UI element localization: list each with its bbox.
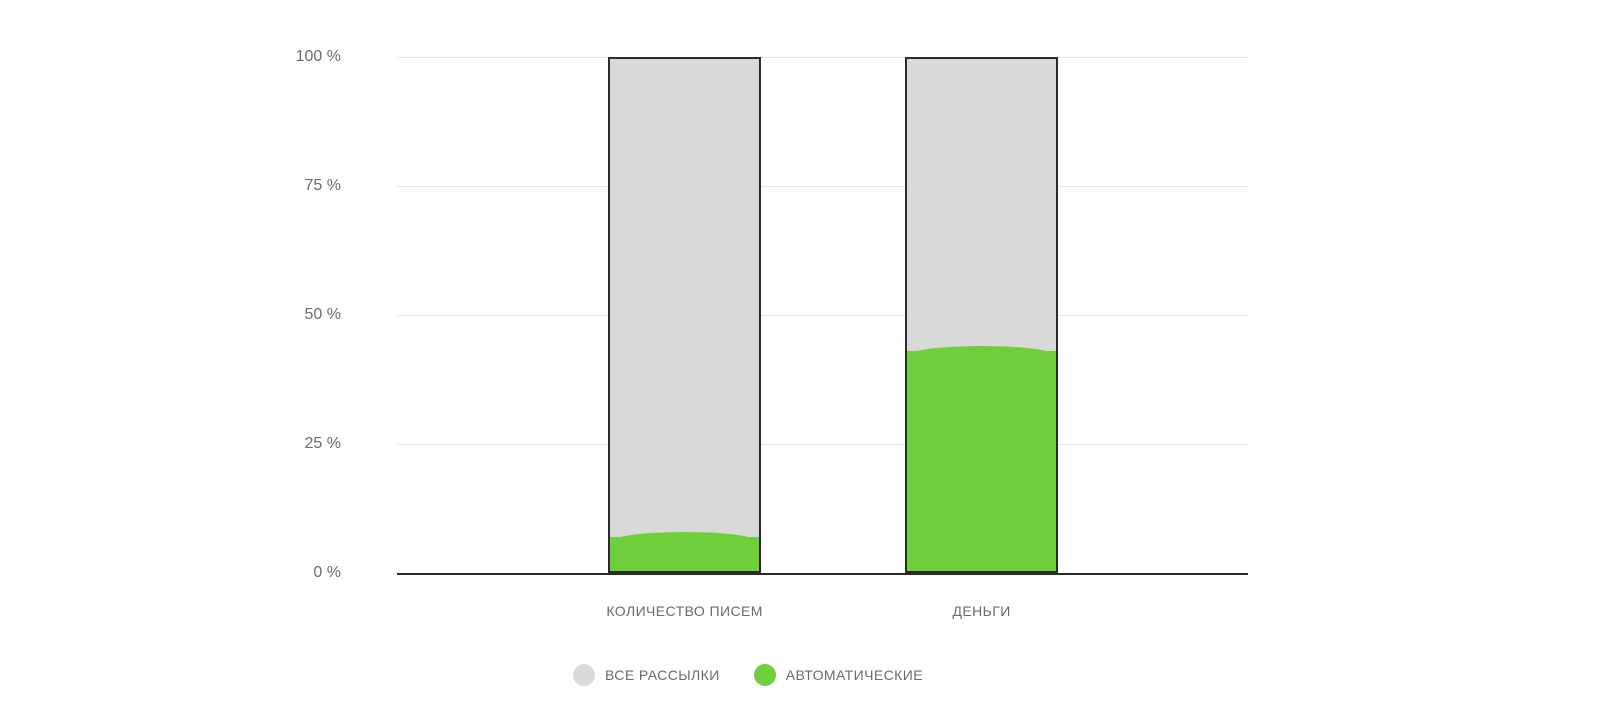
y-tick-label: 0 %	[313, 564, 341, 582]
legend-label: АВТОМАТИЧЕСКИЕ	[786, 667, 923, 683]
gridline	[397, 444, 1248, 445]
bar-total	[608, 57, 761, 573]
y-tick-label: 25 %	[305, 435, 341, 453]
gridline	[397, 315, 1248, 316]
stacked-bar-chart: 0 % 25 % 50 % 75 % 100 % КОЛИЧЕСТВО ПИСЕМ ДЕНЬ…	[0, 0, 1599, 716]
legend-label: ВСЕ РАССЫЛКИ	[605, 667, 720, 683]
legend-swatch-icon	[573, 664, 595, 686]
plot-area: 0 %25 %50 %75 %100 %КОЛИЧЕСТВО ПИСЕМДЕНЬ…	[397, 57, 1248, 573]
legend-item: АВТОМАТИЧЕСКИЕ	[754, 664, 923, 686]
x-tick-label: КОЛИЧЕСТВО ПИСЕМ	[606, 603, 762, 619]
legend: ВСЕ РАССЫЛКИ АВТОМАТИЧЕСКИЕ	[573, 664, 923, 686]
bar-highlight	[610, 537, 759, 571]
legend-swatch-icon	[754, 664, 776, 686]
x-tick-label: ДЕНЬГИ	[952, 603, 1010, 619]
y-tick-label: 50 %	[305, 306, 341, 324]
y-tick-label: 75 %	[305, 177, 341, 195]
gridline	[397, 57, 1248, 58]
x-axis	[397, 573, 1248, 575]
bar-highlight	[907, 351, 1056, 571]
gridline	[397, 186, 1248, 187]
legend-item: ВСЕ РАССЫЛКИ	[573, 664, 720, 686]
y-tick-label: 100 %	[296, 48, 341, 66]
